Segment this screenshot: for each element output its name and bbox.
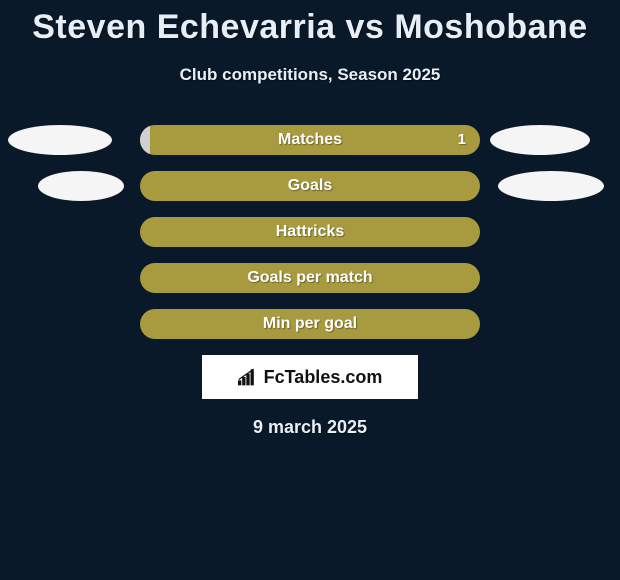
watermark-box: FcTables.com — [202, 355, 418, 399]
stat-row: Goals — [0, 171, 620, 201]
stat-bar-wrap: Goals — [140, 171, 480, 201]
player1-name: Steven Echevarria — [32, 8, 335, 46]
left-value-ellipse — [38, 171, 124, 201]
bars-icon — [238, 368, 258, 386]
stat-bar-wrap: Matches1 — [140, 125, 480, 155]
stat-bar-wrap: Hattricks — [140, 217, 480, 247]
stats-rows: Matches1 Goals Hattricks Goals per match Min… — [0, 125, 620, 339]
stat-label: Matches — [140, 125, 480, 155]
right-value-ellipse — [498, 171, 604, 201]
stat-bar: Matches1 — [140, 125, 480, 155]
stat-row: Min per goal — [0, 309, 620, 339]
stat-label: Goals per match — [140, 263, 480, 293]
stat-row: Matches1 — [0, 125, 620, 155]
stat-bar-wrap: Goals per match — [140, 263, 480, 293]
vs-text: vs — [346, 8, 385, 46]
watermark-content: FcTables.com — [238, 367, 383, 388]
player2-name: Moshobane — [394, 8, 587, 46]
stat-bar: Goals — [140, 171, 480, 201]
stat-label: Min per goal — [140, 309, 480, 339]
stat-bar: Min per goal — [140, 309, 480, 339]
stat-bar: Hattricks — [140, 217, 480, 247]
stat-right-value: 1 — [458, 125, 466, 155]
right-value-ellipse — [490, 125, 590, 155]
subtitle: Club competitions, Season 2025 — [0, 65, 620, 85]
stat-bar-wrap: Min per goal — [140, 309, 480, 339]
date-text: 9 march 2025 — [0, 417, 620, 438]
watermark-text: FcTables.com — [264, 367, 383, 388]
left-value-ellipse — [8, 125, 112, 155]
stat-row: Hattricks — [0, 217, 620, 247]
stat-label: Goals — [140, 171, 480, 201]
page-title: Steven Echevarria vs Moshobane — [0, 0, 620, 47]
stat-label: Hattricks — [140, 217, 480, 247]
stat-bar: Goals per match — [140, 263, 480, 293]
stat-row: Goals per match — [0, 263, 620, 293]
